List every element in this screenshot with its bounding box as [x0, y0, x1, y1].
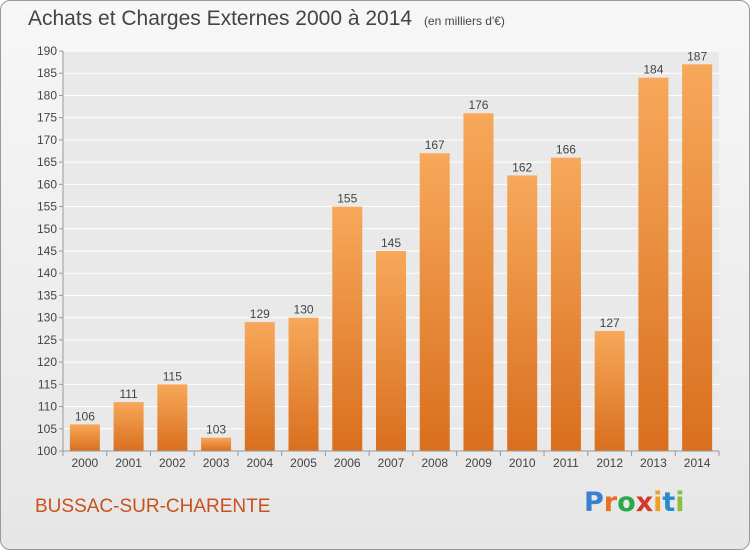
y-tick-label: 130 [37, 311, 57, 325]
x-tick-label: 2012 [596, 456, 623, 470]
logo-letter: x [635, 487, 654, 518]
bar-value-label: 103 [206, 423, 226, 437]
bar-value-label: 106 [75, 409, 95, 423]
bar [463, 113, 494, 451]
bar-value-label: 187 [687, 49, 707, 63]
bar-value-label: 145 [381, 236, 401, 250]
bar [638, 77, 669, 452]
bar [550, 157, 581, 451]
y-tick-label: 170 [37, 133, 57, 147]
logo-letter: o [617, 487, 636, 518]
y-tick-label: 180 [37, 88, 57, 102]
bar-value-label: 115 [163, 369, 182, 383]
logo-letter: t [662, 487, 676, 518]
x-tick-label: 2000 [72, 456, 99, 470]
chart-unit: (en milliers d'€) [423, 14, 505, 28]
bar-value-label: 127 [600, 316, 620, 330]
bar-value-label: 129 [250, 307, 270, 321]
bar-value-label: 167 [425, 138, 445, 152]
x-tick-label: 2001 [115, 456, 142, 470]
y-tick-label: 125 [37, 333, 57, 347]
logo-letter: r [603, 487, 618, 518]
x-tick-label: 2009 [465, 456, 492, 470]
chart-title-text: Achats et Charges Externes 2000 à 2014 [28, 7, 413, 30]
bar [288, 317, 319, 451]
y-tick-label: 140 [37, 266, 57, 280]
y-tick-label: 185 [37, 66, 57, 80]
y-tick-label: 175 [37, 111, 57, 125]
y-tick-label: 110 [38, 400, 57, 414]
bar [69, 424, 100, 451]
x-tick-label: 2010 [509, 456, 536, 470]
x-tick-label: 2013 [640, 456, 667, 470]
bar-value-label: 166 [556, 143, 576, 157]
y-tick-label: 155 [37, 200, 57, 214]
x-tick-label: 2011 [553, 456, 579, 470]
y-tick-label: 120 [37, 355, 57, 369]
x-tick-label: 2002 [159, 456, 186, 470]
logo-letter: P [584, 487, 604, 518]
bar [594, 331, 625, 451]
y-tick-label: 105 [37, 422, 57, 436]
bar [113, 402, 144, 451]
x-tick-label: 2005 [290, 456, 317, 470]
axes: 100 105 110 115 120 125 130 135 140 145 150 155 160 1… [37, 44, 720, 470]
bar-value-label: 155 [337, 192, 357, 206]
y-tick-label: 150 [37, 222, 57, 236]
y-tick-label: 115 [38, 377, 57, 391]
bar [682, 64, 713, 452]
y-tick-label: 160 [37, 177, 57, 191]
chart-title: Achats et Charges Externes 2000 à 2014 (… [28, 7, 505, 31]
x-tick-label: 2006 [334, 456, 361, 470]
y-tick-label: 165 [37, 155, 57, 169]
logo-letter: i [675, 487, 685, 518]
proxiti-logo: Proxiti [584, 487, 685, 518]
logo-letter: i [653, 487, 663, 518]
bar [332, 206, 363, 451]
y-tick-label: 100 [37, 444, 57, 458]
bar-value-label: 162 [512, 160, 532, 174]
y-tick-label: 135 [37, 288, 57, 302]
bar [201, 437, 232, 451]
y-tick-label: 190 [37, 44, 57, 58]
x-tick-label: 2007 [378, 456, 405, 470]
bars: 106 111 115 103 129 130 155 145 167 176 162 166 127 1… [69, 49, 713, 452]
x-tick-label: 2003 [203, 456, 230, 470]
commune-name: BUSSAC-SUR-CHARENTE [35, 496, 271, 517]
bar-value-label: 111 [119, 387, 138, 401]
x-tick-label: 2008 [421, 456, 448, 470]
bar [244, 322, 275, 451]
x-tick-label: 2014 [684, 456, 711, 470]
bar [419, 153, 450, 451]
bar-value-label: 184 [643, 63, 663, 77]
bar [507, 175, 538, 451]
bar [376, 251, 406, 451]
bar [157, 384, 188, 451]
bar-value-label: 176 [468, 98, 488, 112]
bar-value-label: 130 [294, 303, 314, 317]
y-tick-label: 145 [37, 244, 57, 258]
x-tick-label: 2004 [246, 456, 273, 470]
